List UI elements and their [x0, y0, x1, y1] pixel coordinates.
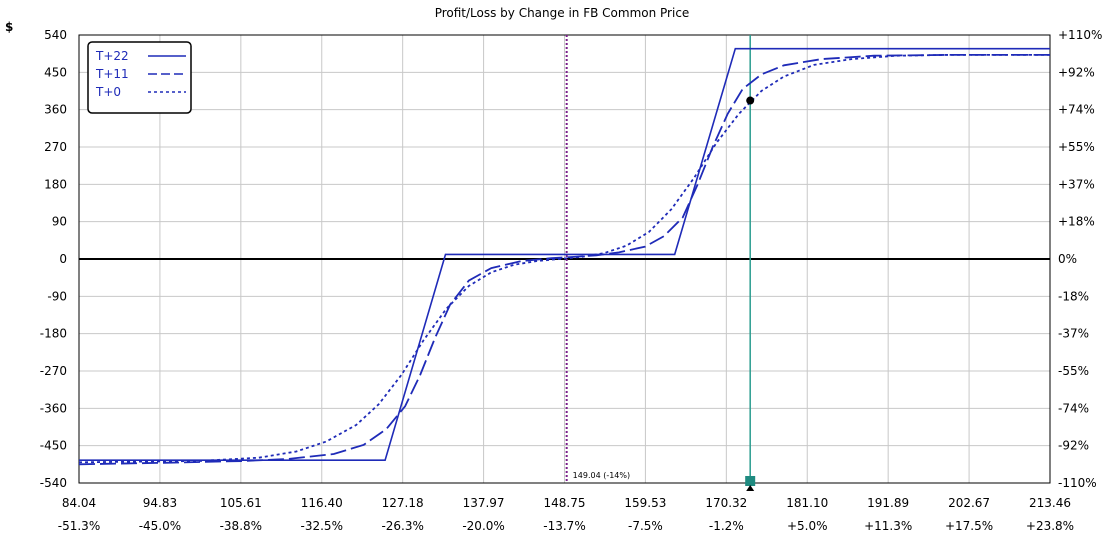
x-tick-label: 191.89: [867, 496, 909, 510]
y-tick-label: -90: [47, 289, 67, 303]
x-tick-label: 181.10: [786, 496, 828, 510]
legend-label: T+11: [95, 67, 129, 81]
y-axis-left: 540 450 360 270 180 90 0 -90 -180 -270 -360 -450 -54…: [40, 28, 67, 490]
x-axis: 84.04 -51.3% 94.83 -45.0% 105.61 -38.8% 116.40…: [58, 496, 1074, 533]
y-tick-label: -180: [40, 327, 67, 341]
series-line-tplus11: [78, 54, 1050, 466]
x-tick-label: 202.67: [948, 496, 990, 510]
chart-title: Profit/Loss by Change in FB Common Price: [435, 6, 690, 20]
y-unit-label: $: [5, 20, 13, 34]
series-group: [78, 47, 1050, 466]
current-price-square: [745, 476, 756, 486]
legend-box: [87, 41, 192, 114]
y2-tick-label: -74%: [1058, 401, 1089, 415]
y-tick-label: 0: [59, 252, 67, 266]
x-tick-pct-label: +11.3%: [864, 519, 912, 533]
x-tick-pct-label: -51.3%: [58, 519, 100, 533]
x-tick-pct-label: -20.0%: [462, 519, 504, 533]
y2-tick-label: -37%: [1058, 327, 1089, 341]
y-axis-right: +110% +92% +74% +55% +37% +18% 0% -18% -37% -55% -…: [1058, 28, 1102, 490]
legend-label: T+22: [95, 49, 129, 63]
y-tick-label: 450: [44, 65, 67, 79]
x-tick-label: 94.83: [143, 496, 177, 510]
y-tick-label: 90: [52, 215, 67, 229]
x-tick-pct-label: -38.8%: [220, 519, 262, 533]
x-tick-label: 137.97: [463, 496, 505, 510]
x-tick-label: 116.40: [301, 496, 343, 510]
x-tick-pct-label: -32.5%: [301, 519, 343, 533]
x-tick-pct-label: -13.7%: [543, 519, 585, 533]
x-tick-pct-label: +17.5%: [945, 519, 993, 533]
y-tick-label: 540: [44, 28, 67, 42]
y-tick-label: 360: [44, 103, 67, 117]
series-line-tplus22: [79, 47, 1050, 462]
current-price-triangle: [746, 485, 755, 491]
y2-tick-label: +37%: [1058, 177, 1095, 191]
y2-tick-label: +74%: [1058, 103, 1095, 117]
x-tick-label: 159.53: [624, 496, 666, 510]
y2-tick-label: 0%: [1058, 252, 1077, 266]
y-tick-label: -270: [40, 364, 67, 378]
y2-tick-label: +110%: [1058, 28, 1102, 42]
y2-tick-label: -92%: [1058, 439, 1089, 453]
x-tick-label: 213.46: [1029, 496, 1071, 510]
series-line-tplus0: [78, 54, 1050, 464]
y2-tick-label: +55%: [1058, 140, 1095, 154]
x-tick-label: 84.04: [62, 496, 96, 510]
x-tick-label: 148.75: [544, 496, 586, 510]
x-tick-pct-label: -26.3%: [381, 519, 423, 533]
y2-tick-label: -18%: [1058, 289, 1089, 303]
x-tick-pct-label: -7.5%: [628, 519, 663, 533]
y-tick-label: -360: [40, 401, 67, 415]
x-tick-pct-label: +23.8%: [1026, 519, 1074, 533]
y-tick-label: -450: [40, 439, 67, 453]
y2-tick-label: -110%: [1058, 476, 1097, 490]
legend-label: T+0: [95, 85, 121, 99]
y2-tick-label: +92%: [1058, 65, 1095, 79]
current-price-point: [746, 96, 755, 105]
y2-tick-label: +18%: [1058, 215, 1095, 229]
y-tick-label: 180: [44, 177, 67, 191]
y-tick-label: 270: [44, 140, 67, 154]
y2-tick-label: -55%: [1058, 364, 1089, 378]
x-tick-label: 105.61: [220, 496, 262, 510]
legend: T+22 T+11 T+0: [87, 41, 192, 114]
x-tick-label: 170.32: [705, 496, 747, 510]
x-tick-label: 127.18: [382, 496, 424, 510]
y-tick-label: -540: [40, 476, 67, 490]
vertical-marker-label: 149.04 (-14%): [573, 471, 630, 480]
x-tick-pct-label: -1.2%: [709, 519, 744, 533]
x-tick-pct-label: +5.0%: [787, 519, 828, 533]
plot-frame: [78, 34, 1051, 484]
x-tick-pct-label: -45.0%: [139, 519, 181, 533]
